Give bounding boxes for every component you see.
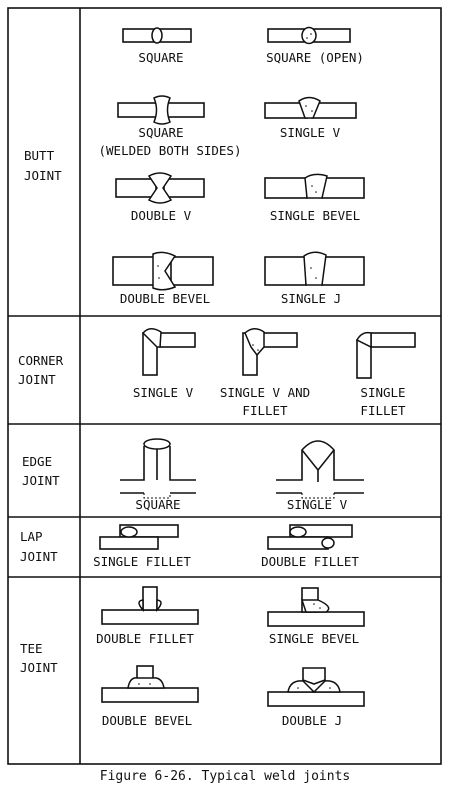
joint-label: SINGLE V [133,385,194,400]
row-label-lap: LAP JOINT [20,529,58,564]
joint-label: SINGLE V [280,125,341,140]
row-label-line: LAP [20,529,43,544]
butt-square-open-joint: SQUARE (OPEN) [266,26,364,65]
tee-double-j-joint: DOUBLE J [267,667,365,728]
joint-label: SINGLE BEVEL [269,631,359,646]
butt-square-open-drawing [267,26,351,45]
row-label-line: TEE [20,641,43,656]
row-label-butt: BUTT JOINT [24,148,62,183]
joint-label: SINGLE J [281,291,341,306]
row-label-tee: TEE JOINT [20,641,58,675]
joint-label: SQUARE [135,497,180,512]
joint-label: SINGLE BEVEL [270,208,360,223]
table-frame [7,7,442,765]
joint-label: SQUARE [138,50,183,65]
butt-double-v-drawing [115,172,205,204]
joint-label: SINGLE V AND [220,385,310,400]
tee-double-bevel-drawing [101,665,199,703]
lap-double-fillet-joint: DOUBLE FILLET [261,524,359,569]
joint-label: DOUBLE BEVEL [120,291,210,306]
joint-label: DOUBLE BEVEL [102,713,192,728]
row-label-line: BUTT [24,148,55,163]
tee-double-fillet-drawing [101,586,199,625]
butt-square-joint: SQUARE [122,27,192,65]
corner-single-v-fillet-drawing [242,328,298,376]
tee-double-bevel-joint: DOUBLE BEVEL [101,665,199,728]
row-label-edge: EDGE JOINT [22,454,60,488]
corner-single-fillet-drawing [355,331,416,379]
butt-single-j-drawing [264,251,365,286]
row-label-line: JOINT [20,660,58,675]
lap-single-fillet-joint: SINGLE FILLET [93,524,191,569]
joint-label: SINGLE V [287,497,348,512]
edge-square-drawing [120,438,196,499]
corner-single-fillet-joint: SINGLE FILLET [355,331,416,418]
joint-label: DOUBLE FILLET [96,631,194,646]
butt-square-both-sides-joint: SQUARE (WELDED BOTH SIDES) [99,95,242,158]
butt-double-bevel-drawing [112,251,214,291]
butt-single-v-joint: SINGLE V [264,96,357,140]
row-label-line: JOINT [20,549,58,564]
row-label-line: JOINT [24,168,62,183]
tee-double-fillet-joint: DOUBLE FILLET [96,586,199,646]
row-label-line: JOINT [22,473,60,488]
row-label-line: JOINT [18,372,56,387]
butt-single-j-joint: SINGLE J [264,251,365,306]
table-border [7,7,442,765]
butt-square-both-sides-drawing [117,95,205,125]
edge-square-joint: SQUARE [120,438,196,512]
tee-single-bevel-joint: SINGLE BEVEL [267,587,365,646]
butt-double-bevel-joint: DOUBLE BEVEL [112,251,214,306]
corner-single-v-joint: SINGLE V [133,328,196,400]
joint-label: SINGLE [360,385,405,400]
joint-label: (WELDED BOTH SIDES) [99,143,242,158]
edge-single-v-drawing [276,440,364,499]
joint-label: FILLET [360,403,406,418]
joint-label: DOUBLE FILLET [261,554,359,569]
lap-single-fillet-drawing [99,524,179,550]
corner-single-v-drawing [141,328,196,376]
tee-single-bevel-drawing [267,587,365,627]
butt-double-v-joint: DOUBLE V [115,172,205,223]
row-label-line: CORNER [18,353,64,368]
lap-double-fillet-drawing [267,524,353,550]
row-label-line: EDGE [22,454,52,469]
joint-label: SQUARE [138,125,183,140]
joint-label: SQUARE (OPEN) [266,50,364,65]
joint-label: DOUBLE J [282,713,342,728]
row-label-corner: CORNER JOINT [18,353,64,387]
tee-double-j-drawing [267,667,365,707]
corner-single-v-fillet-joint: SINGLE V AND FILLET [220,328,310,418]
butt-single-bevel-joint: SINGLE BEVEL [264,173,365,223]
edge-single-v-joint: SINGLE V [276,440,364,512]
butt-single-bevel-drawing [264,173,365,199]
joint-label: FILLET [242,403,288,418]
butt-square-drawing [122,27,192,44]
butt-single-v-drawing [264,96,357,119]
figure-caption: Figure 6-26. Typical weld joints [100,769,350,784]
joint-label: DOUBLE V [131,208,192,223]
joint-label: SINGLE FILLET [93,554,191,569]
